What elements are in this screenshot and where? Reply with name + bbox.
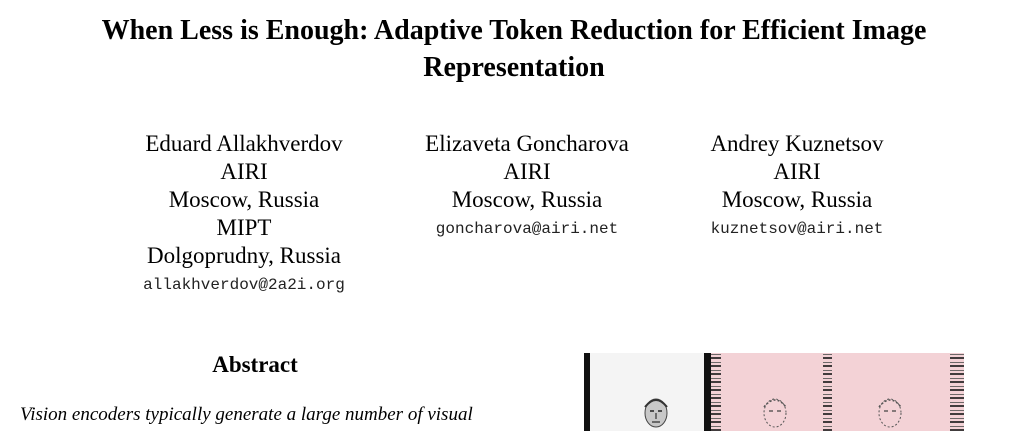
reconstructed-portrait-panel [832,353,964,431]
author-email[interactable]: allakhverdov@2a2i.org [143,276,345,294]
author-location: Moscow, Russia [721,187,873,212]
portrait-image [763,398,787,428]
author-location: Dolgoprudny, Russia [146,243,341,268]
noise-strip [823,353,832,431]
author-block-1: Eduard Allakhverdov AIRI Moscow, Russia … [114,130,374,300]
masked-portrait-panel [704,353,832,431]
noise-strip [711,353,721,431]
author-block-2: Elizaveta Goncharova AIRI Moscow, Russia… [397,130,657,244]
author-affiliation: MIPT [216,215,272,240]
author-email[interactable]: goncharova@airi.net [435,220,619,238]
portrait-image [644,398,668,428]
author-affiliation: AIRI [503,159,551,184]
abstract-heading: Abstract [212,352,298,377]
abstract-text: Vision encoders typically generate a lar… [20,404,473,425]
author-name: Andrey Kuznetsov [710,131,884,156]
author-email[interactable]: kuznetsov@airi.net [710,220,884,238]
paper-title-line-2: Representation [423,52,605,83]
author-block-3: Andrey Kuznetsov AIRI Moscow, Russia kuz… [667,130,927,244]
portrait-image [878,398,902,428]
author-affiliation: AIRI [773,159,821,184]
paper-title: When Less is Enough: Adaptive Token Redu… [0,12,1028,86]
paper-title-line-1: When Less is Enough: Adaptive Token Redu… [101,15,927,46]
author-name: Elizaveta Goncharova [425,131,629,156]
author-name: Eduard Allakhverdov [145,131,343,156]
author-location: Moscow, Russia [451,187,603,212]
author-location: Moscow, Russia [168,187,320,212]
author-affiliation: AIRI [220,159,268,184]
noise-strip [950,353,964,431]
teaser-figure [584,353,964,431]
original-portrait-panel [584,353,704,431]
